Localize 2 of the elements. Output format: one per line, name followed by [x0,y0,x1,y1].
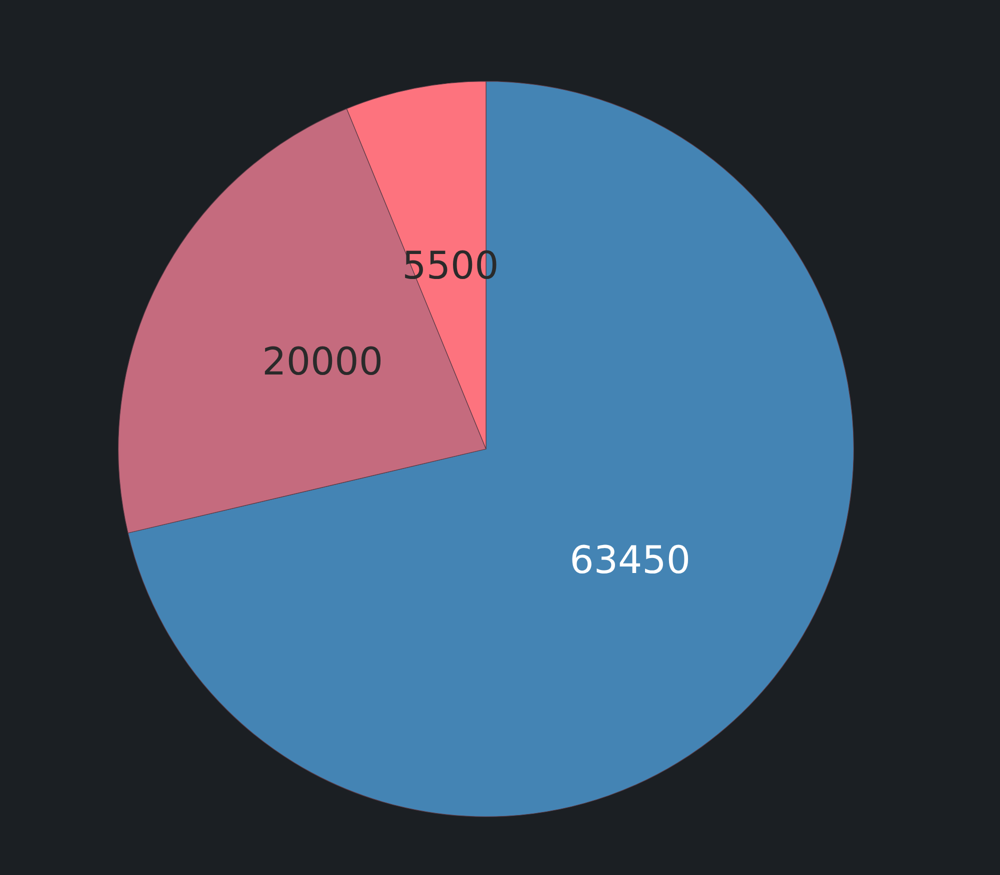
data-label: 20000 [262,340,384,384]
data-label: 63450 [570,538,691,582]
